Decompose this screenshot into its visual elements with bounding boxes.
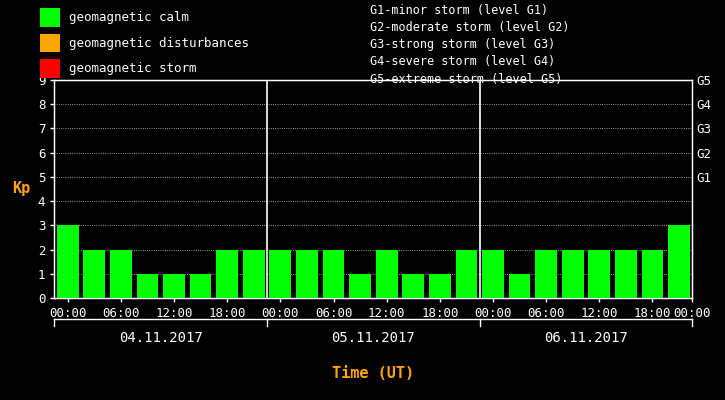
Bar xyxy=(190,274,212,298)
Text: geomagnetic storm: geomagnetic storm xyxy=(69,62,196,75)
Bar xyxy=(455,250,477,298)
Text: G5-extreme storm (level G5): G5-extreme storm (level G5) xyxy=(370,73,562,86)
Text: Time (UT): Time (UT) xyxy=(332,366,415,382)
Bar xyxy=(40,8,60,27)
Bar xyxy=(296,250,318,298)
Bar xyxy=(40,34,60,52)
Bar xyxy=(376,250,397,298)
Bar xyxy=(136,274,158,298)
Bar xyxy=(589,250,610,298)
Bar xyxy=(216,250,238,298)
Y-axis label: Kp: Kp xyxy=(12,182,30,196)
Text: G3-strong storm (level G3): G3-strong storm (level G3) xyxy=(370,38,555,51)
Bar xyxy=(429,274,451,298)
Bar xyxy=(270,250,291,298)
Text: 04.11.2017: 04.11.2017 xyxy=(119,331,202,345)
Text: 05.11.2017: 05.11.2017 xyxy=(331,331,415,345)
Bar xyxy=(83,250,105,298)
Bar xyxy=(402,274,424,298)
Text: geomagnetic calm: geomagnetic calm xyxy=(69,11,189,24)
Bar xyxy=(163,274,185,298)
Bar xyxy=(243,250,265,298)
Bar xyxy=(562,250,584,298)
Text: G1-minor storm (level G1): G1-minor storm (level G1) xyxy=(370,4,548,17)
Bar xyxy=(482,250,504,298)
Bar xyxy=(668,225,690,298)
Bar xyxy=(40,59,60,78)
Bar xyxy=(57,225,78,298)
Bar xyxy=(535,250,557,298)
Text: geomagnetic disturbances: geomagnetic disturbances xyxy=(69,36,249,50)
Bar xyxy=(110,250,132,298)
Bar xyxy=(509,274,531,298)
Text: G4-severe storm (level G4): G4-severe storm (level G4) xyxy=(370,56,555,68)
Bar xyxy=(615,250,637,298)
Bar xyxy=(349,274,371,298)
Text: 06.11.2017: 06.11.2017 xyxy=(544,331,628,345)
Bar xyxy=(323,250,344,298)
Text: G2-moderate storm (level G2): G2-moderate storm (level G2) xyxy=(370,21,569,34)
Bar xyxy=(642,250,663,298)
